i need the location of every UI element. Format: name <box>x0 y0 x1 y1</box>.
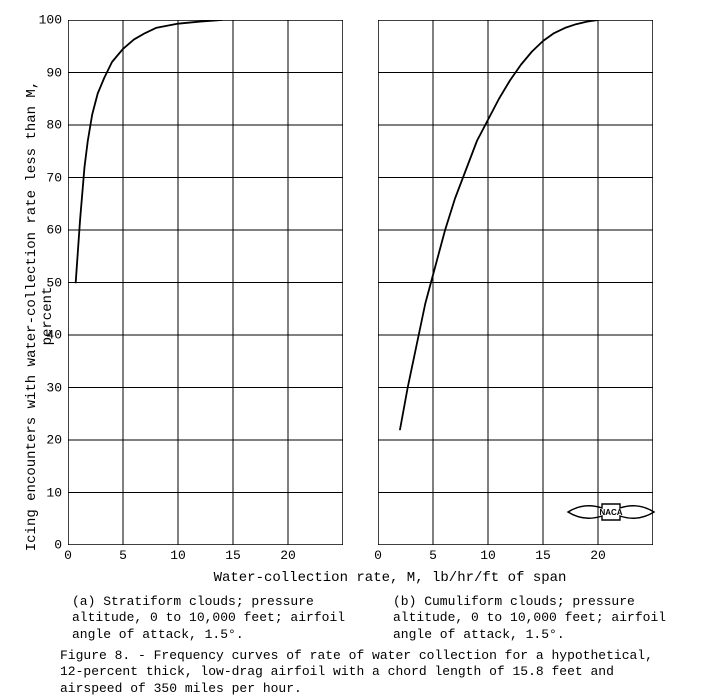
panel-a-caption: (a) Stratiform clouds; pressure altitude… <box>72 594 381 643</box>
x-tick-label: 20 <box>590 548 606 563</box>
panel-a-chart <box>68 20 343 545</box>
x-tick-label: 0 <box>64 548 72 563</box>
x-tick-label: 5 <box>119 548 127 563</box>
y-tick-label: 80 <box>32 118 62 133</box>
x-tick-label: 20 <box>280 548 296 563</box>
y-tick-label: 0 <box>32 538 62 553</box>
x-tick-label: 10 <box>170 548 186 563</box>
panel-b-chart <box>378 20 653 545</box>
figure-caption: Figure 8. - Frequency curves of rate of … <box>60 648 670 697</box>
x-tick-label: 10 <box>480 548 496 563</box>
panel-b-x-ticks: 05101520 <box>378 548 653 568</box>
x-axis-label: Water-collection rate, M, lb/hr/ft of sp… <box>140 570 640 586</box>
y-tick-label: 100 <box>32 13 62 28</box>
x-tick-label: 5 <box>429 548 437 563</box>
y-tick-label: 50 <box>32 275 62 290</box>
naca-badge: NACA <box>566 496 656 528</box>
x-tick-label: 0 <box>374 548 382 563</box>
naca-badge-text: NACA <box>599 508 622 517</box>
y-tick-label: 60 <box>32 223 62 238</box>
figure-page: Icing encounters with water-collection r… <box>0 0 711 699</box>
panel-b-caption: (b) Cumuliform clouds; pressure altitude… <box>393 594 702 643</box>
y-tick-label: 10 <box>32 485 62 500</box>
x-tick-label: 15 <box>225 548 241 563</box>
sub-captions: (a) Stratiform clouds; pressure altitude… <box>72 594 702 643</box>
y-tick-label: 70 <box>32 170 62 185</box>
panel-a-x-ticks: 05101520 <box>68 548 343 568</box>
y-tick-label: 20 <box>32 433 62 448</box>
y-tick-label: 90 <box>32 65 62 80</box>
y-tick-label: 40 <box>32 328 62 343</box>
y-tick-label: 30 <box>32 380 62 395</box>
y-axis-ticks: 0102030405060708090100 <box>32 20 62 545</box>
x-tick-label: 15 <box>535 548 551 563</box>
